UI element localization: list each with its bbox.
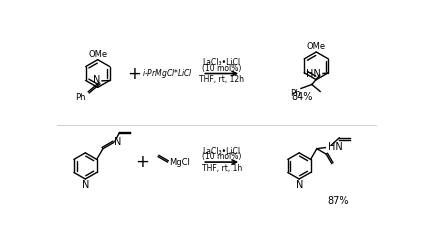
Text: 87%: 87% [327,196,349,206]
Text: THF, rt, 1h: THF, rt, 1h [202,164,242,173]
Text: Ph: Ph [289,89,300,98]
Text: THF, rt, 12h: THF, rt, 12h [199,75,244,84]
Text: Ph: Ph [76,93,86,102]
Text: MgCl: MgCl [169,158,190,166]
Text: N: N [114,137,122,147]
Text: N: N [81,180,89,190]
Text: +: + [127,64,141,82]
Text: N: N [295,180,303,190]
Text: $i$-PrMgCl*LiCl: $i$-PrMgCl*LiCl [142,67,193,80]
Text: HN: HN [306,68,321,79]
Text: OMe: OMe [307,42,326,51]
Text: (10 mol%): (10 mol%) [202,64,241,73]
Text: LaCl₃•LiCl: LaCl₃•LiCl [203,147,241,156]
Text: 84%: 84% [292,92,313,102]
Text: LaCl₃•LiCl: LaCl₃•LiCl [203,58,241,67]
Text: HN: HN [327,142,342,152]
Text: +: + [135,153,149,171]
Text: OMe: OMe [88,49,107,59]
Text: (10 mol%): (10 mol%) [202,152,241,161]
Text: N: N [93,76,100,85]
